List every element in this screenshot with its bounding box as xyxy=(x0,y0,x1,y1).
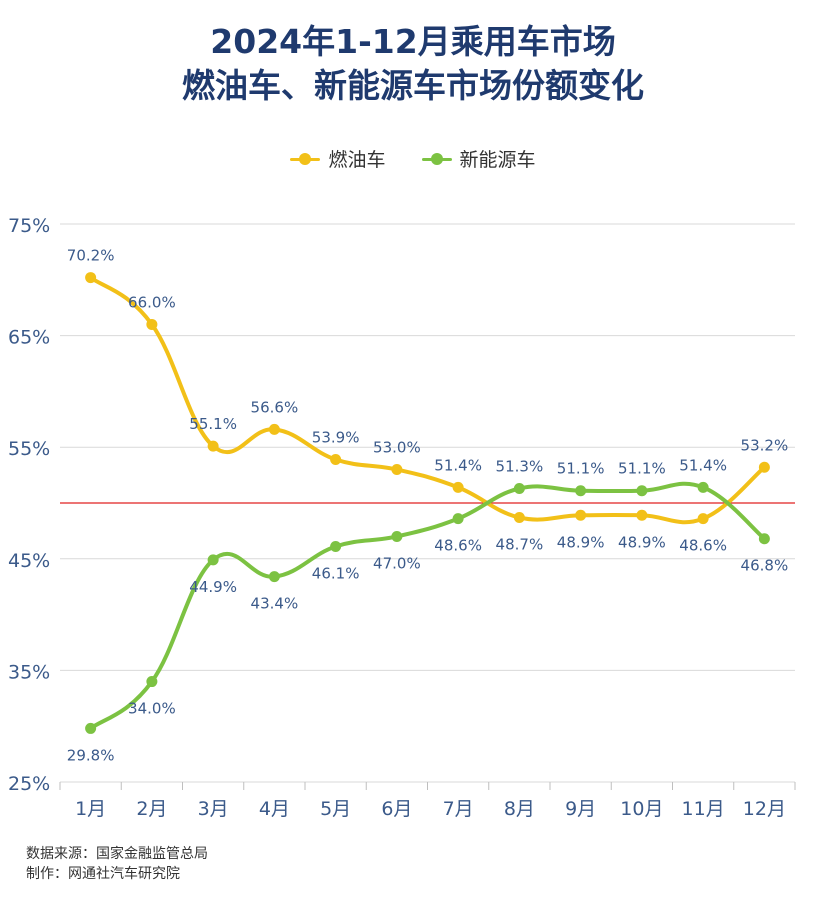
x-tick-label: 11月 xyxy=(682,798,725,820)
data-point-fuel xyxy=(636,509,648,521)
legend-label-fuel: 燃油车 xyxy=(328,149,386,171)
data-point-nev xyxy=(85,722,97,734)
legend-label-nev: 新能源车 xyxy=(459,149,536,171)
y-tick-label: 45% xyxy=(8,550,50,572)
data-point-nev xyxy=(636,485,648,497)
data-point-fuel xyxy=(207,440,219,452)
data-label-fuel: 56.6% xyxy=(251,398,299,416)
chart-title-line2: 燃油车、新能源车市场份额变化 xyxy=(182,66,644,105)
data-label-fuel: 66.0% xyxy=(128,293,176,311)
data-point-nev xyxy=(575,485,587,497)
data-point-fuel xyxy=(330,453,342,465)
x-tick-label: 5月 xyxy=(320,798,351,820)
data-label-fuel: 48.9% xyxy=(618,533,666,551)
chart-title-line1: 2024年1-12月乘用车市场 xyxy=(210,22,616,61)
data-label-nev: 51.1% xyxy=(557,460,605,478)
data-label-nev: 51.3% xyxy=(496,457,544,475)
data-point-nev xyxy=(268,571,280,583)
data-point-nev xyxy=(207,554,219,566)
x-tick-label: 6月 xyxy=(381,798,412,820)
legend-swatch-nev xyxy=(421,152,452,165)
y-tick-label: 25% xyxy=(8,773,50,795)
data-point-nev xyxy=(330,541,342,553)
legend-item-nev: 新能源车 xyxy=(421,145,536,172)
data-point-fuel xyxy=(146,318,158,330)
data-label-fuel: 53.2% xyxy=(741,436,789,454)
data-label-fuel: 70.2% xyxy=(67,247,115,265)
data-point-nev xyxy=(758,533,770,545)
data-point-fuel xyxy=(758,461,770,473)
data-point-fuel xyxy=(452,481,464,493)
data-label-nev: 34.0% xyxy=(128,700,176,718)
legend-swatch-fuel xyxy=(290,152,321,165)
source-note: 数据来源：国家金融监管总局 xyxy=(26,846,208,862)
data-label-fuel: 53.9% xyxy=(312,428,360,446)
data-label-nev: 43.4% xyxy=(251,595,299,613)
data-label-fuel: 48.7% xyxy=(496,536,544,554)
x-tick-label: 12月 xyxy=(743,798,786,820)
series-line-nev xyxy=(88,481,767,731)
x-tick-label: 4月 xyxy=(259,798,290,820)
data-point-fuel xyxy=(697,513,709,525)
y-tick-label: 55% xyxy=(8,438,50,460)
producer-note: 制作：网通社汽车研究院 xyxy=(26,866,180,882)
data-label-nev: 51.4% xyxy=(679,456,727,474)
data-point-fuel xyxy=(391,464,403,476)
data-point-nev xyxy=(391,530,403,542)
data-point-nev xyxy=(697,481,709,493)
x-tick-label: 2月 xyxy=(136,798,167,820)
y-tick-label: 75% xyxy=(8,215,50,237)
data-point-fuel xyxy=(513,512,525,524)
x-tick-label: 7月 xyxy=(443,798,474,820)
data-point-fuel xyxy=(85,272,97,284)
x-tick-label: 8月 xyxy=(504,798,535,820)
x-tick-label: 1月 xyxy=(75,798,106,820)
x-tick-label: 3月 xyxy=(198,798,229,820)
data-label-nev: 48.6% xyxy=(434,537,482,555)
data-point-nev xyxy=(513,482,525,494)
x-tick-label: 9月 xyxy=(565,798,596,820)
data-label-fuel: 48.9% xyxy=(557,533,605,551)
y-tick-label: 65% xyxy=(8,327,50,349)
data-label-nev: 46.1% xyxy=(312,565,360,583)
data-label-fuel: 55.1% xyxy=(189,415,237,433)
data-label-fuel: 53.0% xyxy=(373,439,421,457)
data-point-nev xyxy=(146,676,158,688)
data-point-nev xyxy=(452,513,464,525)
legend-item-fuel: 燃油车 xyxy=(290,145,386,172)
data-label-nev: 51.1% xyxy=(618,460,666,478)
data-point-fuel xyxy=(575,509,587,521)
x-tick-label: 10月 xyxy=(620,798,663,820)
legend: 燃油车 新能源车 xyxy=(0,145,826,172)
y-tick-label: 35% xyxy=(8,661,50,683)
data-label-nev: 47.0% xyxy=(373,554,421,572)
data-label-fuel: 51.4% xyxy=(434,456,482,474)
data-label-fuel: 48.6% xyxy=(679,537,727,555)
data-label-nev: 46.8% xyxy=(741,557,789,575)
data-label-nev: 29.8% xyxy=(67,746,115,764)
series-line-fuel xyxy=(88,275,767,525)
data-point-fuel xyxy=(268,423,280,435)
data-label-nev: 44.9% xyxy=(189,578,237,596)
